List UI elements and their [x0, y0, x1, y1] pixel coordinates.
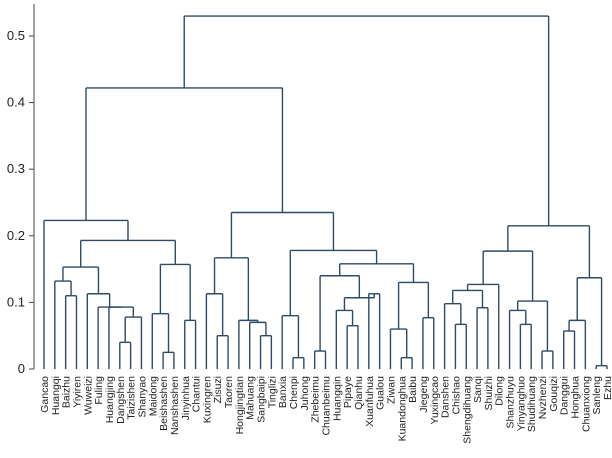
y-tick-label: 0.2: [7, 228, 25, 243]
leaf-label: Nanshashen: [169, 376, 181, 435]
leaf-label: Kuandonghua: [396, 376, 408, 442]
leaf-label: Baizhu: [61, 376, 73, 408]
leaf-label: Sangbaipi: [256, 376, 268, 423]
leaf-label: Chantui: [191, 376, 203, 412]
y-tick-label: 0.1: [7, 294, 25, 309]
leaf-label: Yinyanghuo: [515, 376, 527, 431]
leaf-label: Zisuzi: [212, 376, 224, 403]
leaf-label: Danggui: [559, 376, 571, 415]
leaf-label: Zhebeimu: [310, 376, 322, 423]
leaf-label: Chishao: [450, 376, 462, 415]
leaf-label: Shuizhi: [483, 376, 495, 410]
leaf-label: Tinglizi: [266, 376, 278, 408]
leaf-label: Danshen: [440, 376, 452, 418]
dendrogram-links: [43, 15, 608, 369]
leaf-label: Honghua: [570, 376, 582, 419]
leaf-label: Hongjingtian: [234, 376, 246, 435]
leaf-label: Banxia: [277, 376, 289, 408]
leaf-label: Juhong: [299, 376, 311, 411]
leaf-label: Shudihuang: [526, 376, 538, 432]
leaf-label: Dangshen: [115, 376, 127, 424]
leaf-label: Gouqizi: [548, 376, 560, 412]
leaf-label: Jinyinhua: [180, 376, 192, 421]
leaf-label: Xuanfuhua: [364, 376, 376, 427]
leaf-label: Yiyiren: [71, 376, 83, 408]
leaf-label: Yuxingcao: [429, 376, 441, 425]
leaf-label: Fuling: [93, 376, 105, 405]
leaf-label: Shanyao: [136, 376, 148, 418]
leaf-label: Taoren: [223, 376, 235, 408]
y-tick-label: 0: [18, 361, 25, 376]
leaf-label: Shanzhuyu: [505, 376, 517, 429]
leaf-label: Chuanbeimu: [321, 376, 333, 436]
leaf-label: Huangqin: [331, 376, 343, 421]
leaf-label: Qianhu: [353, 376, 365, 410]
leaf-label: Ezhu: [602, 376, 612, 400]
leaf-label: Beishashen: [158, 376, 170, 431]
leaf-label: Gancao: [39, 376, 51, 413]
leaf-label: Sanqi: [472, 376, 484, 403]
leaf-label: Chuanxiong: [580, 376, 592, 432]
leaf-label: Sanleng: [591, 376, 603, 415]
y-axis: 0 0.1 0.2 0.3 0.4 0.5: [7, 4, 35, 376]
leaf-label: Pipaye: [342, 376, 354, 408]
leaf-label: Taizishen: [126, 376, 138, 420]
leaf-label: Huangqi: [50, 376, 62, 415]
leaf-label: Kuxingren: [201, 376, 213, 423]
leaf-label: Chenpi: [288, 376, 300, 409]
leaf-label: Baibu: [407, 376, 419, 403]
leaf-labels: GancaoHuangqiBaizhuYiyirenWuweiziFulingH…: [39, 376, 612, 444]
y-tick-label: 0.4: [7, 95, 25, 110]
leaf-label: Gualou: [375, 376, 387, 410]
leaf-label: Maidong: [147, 376, 159, 416]
leaf-label: Nvzhenzi: [537, 376, 549, 419]
leaf-label: Mahuang: [245, 376, 257, 420]
leaf-label: Jiegeng: [418, 376, 430, 413]
y-tick-label: 0.5: [7, 28, 25, 43]
leaf-label: Shengdihuang: [461, 376, 473, 444]
leaf-label: Huangjing: [104, 376, 116, 423]
leaf-label: Ziwan: [385, 376, 397, 404]
y-tick-label: 0.3: [7, 161, 25, 176]
leaf-label: Dilong: [494, 376, 506, 406]
leaf-label: Wuweizi: [82, 376, 94, 415]
